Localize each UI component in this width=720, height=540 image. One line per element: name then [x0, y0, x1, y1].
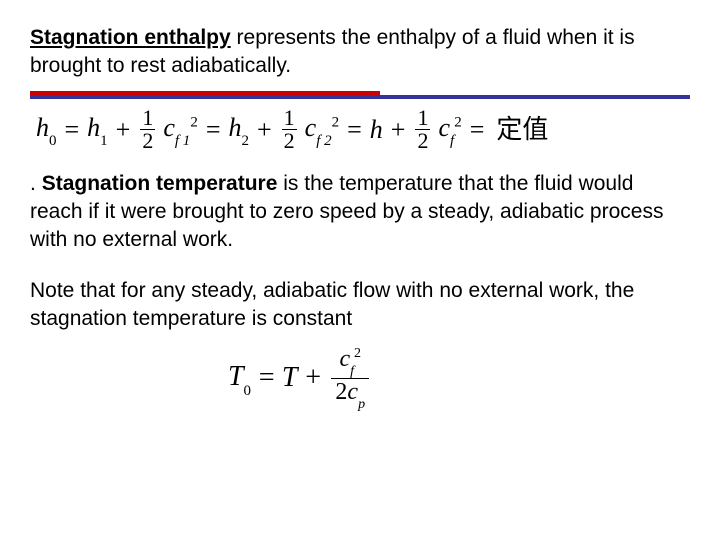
eq2-T0: T0	[228, 358, 251, 398]
equation-stagnation-enthalpy: h0 = h1 + 12 cf 12 = h2 + 12 cf 22 = h +…	[36, 107, 690, 152]
paragraph-note: Note that for any steady, adiabatic flow…	[30, 277, 690, 334]
eq1-half1: 12	[140, 107, 155, 152]
para3-text: Note that for any steady, adiabatic flow…	[30, 279, 634, 330]
divider-blue-underline	[30, 95, 690, 99]
eq1-half2: 12	[282, 107, 297, 152]
paragraph-stagnation-temperature: . Stagnation temperature is the temperat…	[30, 170, 690, 255]
eq1-plus2: +	[257, 112, 272, 147]
eq1-half3: 12	[415, 107, 430, 152]
para2-lead-dot: .	[30, 172, 36, 195]
eq1-plus1: +	[116, 112, 131, 147]
eq1-eq4: =	[470, 112, 485, 147]
eq2-T: T	[282, 359, 298, 397]
eq1-constant-cjk: 定值	[496, 112, 548, 147]
eq1-h: h	[370, 112, 383, 147]
equation-stagnation-temperature: T0 = T + cf2 2cp	[0, 347, 690, 409]
eq2-eq: =	[257, 359, 276, 397]
eq1-h1: h1	[87, 110, 108, 148]
divider-double-line	[30, 91, 690, 99]
eq1-cf: cf2	[438, 110, 461, 148]
divider-red-overline	[30, 91, 380, 95]
eq1-eq3: =	[347, 112, 362, 147]
eq1-h0: h0	[36, 110, 57, 148]
eq2-frac: cf2 2cp	[331, 347, 369, 409]
eq1-eq1: =	[65, 112, 80, 147]
eq1-h2: h2	[228, 110, 249, 148]
eq1-cf1: cf 12	[163, 110, 197, 148]
eq1-cf2: cf 22	[305, 110, 339, 148]
eq2-plus: +	[304, 359, 323, 397]
eq1-eq2: =	[206, 112, 221, 147]
eq1-plus3: +	[391, 112, 406, 147]
paragraph-stagnation-enthalpy: Stagnation enthalpy represents the entha…	[30, 24, 690, 81]
term-stagnation-temperature: Stagnation temperature	[42, 172, 278, 195]
term-stagnation-enthalpy: Stagnation enthalpy	[30, 26, 231, 49]
